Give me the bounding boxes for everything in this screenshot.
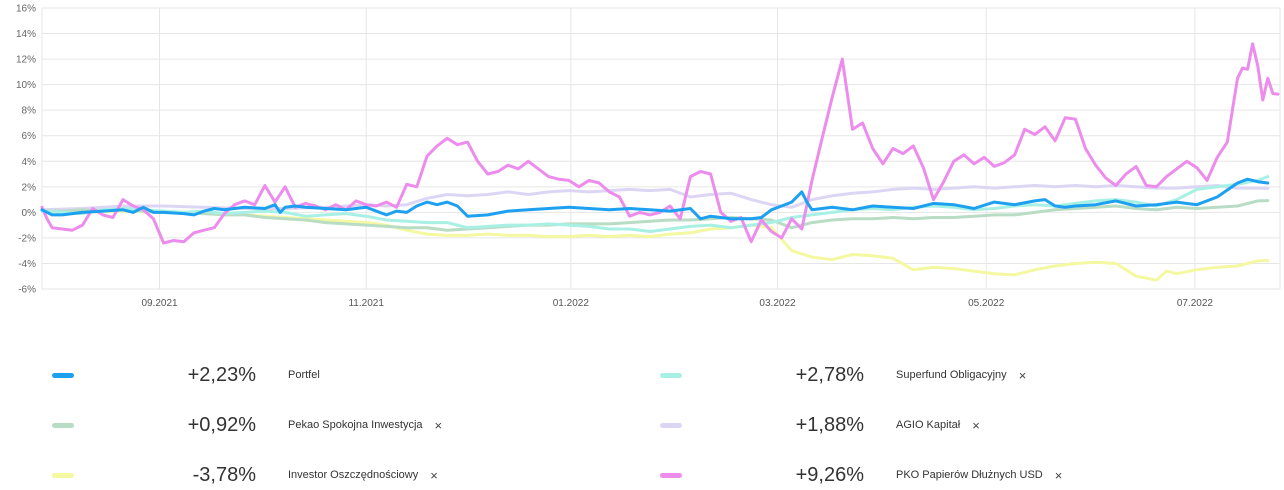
remove-investor-icon[interactable]: ×: [430, 467, 438, 483]
legend-item-investor: -3,78% Investor Oszczędnościowy ×: [52, 463, 438, 487]
y-tick-label: -4%: [18, 259, 36, 270]
series-line-portfel: [40, 177, 1270, 221]
legend-label-investor: Investor Oszczędnościowy: [288, 469, 419, 481]
y-axis: 16% 14% 12% 10% 8% 6% 4% 2% 0% -2% -4% -6%: [16, 4, 36, 296]
series-line-pko-papier-w-d-u-nych-usd: [40, 42, 1280, 245]
series-line-superfund-obligacyjny: [40, 175, 1270, 233]
x-tick-label: 05.2022: [968, 298, 1005, 309]
legend-label-superfund: Superfund Obligacyjny: [896, 369, 1007, 381]
x-tick-label: 09.2021: [141, 298, 178, 309]
legend: +2,23% Portfel +0,92% Pekao Spokojna Inw…: [0, 345, 1284, 490]
line-chart: 16% 14% 12% 10% 8% 6% 4% 2% 0% -2% -4% -6% 09.2021 1…: [16, 4, 1281, 309]
x-tick-label: 07.2022: [1177, 298, 1214, 309]
y-tick-label: 14%: [16, 29, 36, 40]
legend-item-pko: +9,26% PKO Papierów Dłużnych USD ×: [660, 463, 1062, 487]
legend-label-pekao: Pekao Spokojna Inwestycja: [288, 419, 423, 431]
legend-label-agio: AGIO Kapitał: [896, 419, 961, 431]
legend-swatch-agio: [660, 422, 682, 428]
legend-item-agio: +1,88% AGIO Kapitał ×: [660, 413, 980, 437]
series-lines: [40, 42, 1280, 282]
y-tick-label: 10%: [16, 80, 36, 91]
x-axis: 09.2021 11.2021 01.2022 03.2022 05.2022 07.20…: [141, 298, 1213, 309]
x-tick-label: 01.2022: [553, 298, 590, 309]
legend-swatch-pekao: [52, 422, 74, 428]
y-tick-label: -2%: [18, 233, 36, 244]
y-tick-label: 6%: [22, 131, 37, 142]
remove-pko-icon[interactable]: ×: [1054, 467, 1063, 483]
y-tick-label: 4%: [22, 157, 37, 168]
legend-value-pko: +9,26%: [795, 463, 864, 486]
legend-value-agio: +1,88%: [795, 413, 864, 436]
series-line-agio-kapita-: [40, 184, 1270, 212]
y-tick-label: 0%: [22, 208, 37, 219]
legend-item-pekao: +0,92% Pekao Spokojna Inwestycja ×: [52, 413, 442, 437]
legend-item-portfel: +2,23% Portfel: [52, 363, 332, 387]
legend-swatch-superfund: [660, 372, 682, 378]
legend-swatch-investor: [52, 472, 74, 478]
series-line-investor-oszcz-dno-ciowy: [40, 209, 1270, 282]
remove-pekao-icon[interactable]: ×: [434, 417, 443, 433]
x-tick-label: 11.2021: [348, 298, 384, 309]
plot-border: [41, 7, 1281, 290]
legend-value-investor: -3,78%: [192, 463, 256, 486]
y-tick-label: 16%: [16, 4, 36, 15]
legend-value-superfund: +2,78%: [795, 363, 864, 386]
legend-label-pko: PKO Papierów Dłużnych USD: [896, 469, 1043, 481]
remove-superfund-icon[interactable]: ×: [1018, 367, 1027, 383]
y-tick-label: 2%: [22, 182, 37, 193]
x-tick-label: 03.2022: [759, 298, 796, 309]
series-line-pekao-spokojna-inwestycja: [40, 199, 1270, 232]
y-tick-label: 12%: [16, 55, 36, 66]
legend-swatch-pko: [660, 472, 682, 478]
legend-swatch-portfel: [52, 372, 74, 378]
y-tick-label: 8%: [22, 106, 37, 117]
legend-label-portfel: Portfel: [288, 369, 320, 381]
y-tick-label: -6%: [18, 285, 36, 296]
legend-value-portfel: +2,23%: [187, 363, 256, 386]
chart-grid: [41, 7, 1281, 290]
legend-value-pekao: +0,92%: [187, 413, 256, 436]
legend-item-superfund: +2,78% Superfund Obligacyjny ×: [660, 363, 1026, 387]
remove-agio-icon[interactable]: ×: [972, 417, 980, 433]
